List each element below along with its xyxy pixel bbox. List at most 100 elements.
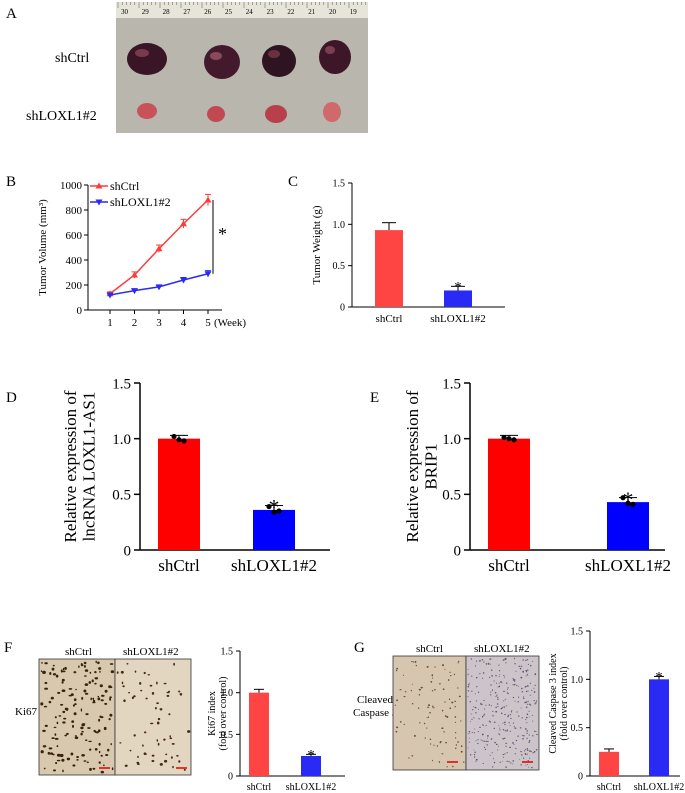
stained-nucleus — [460, 745, 463, 747]
stained-nucleus — [500, 707, 503, 710]
stained-nucleus — [104, 702, 108, 705]
stained-nucleus — [498, 675, 500, 677]
stained-nucleus — [505, 745, 507, 747]
stained-nucleus — [403, 724, 406, 726]
stained-nucleus — [513, 679, 516, 681]
stained-nucleus — [481, 734, 484, 736]
stained-nucleus — [92, 767, 96, 770]
stained-nucleus — [60, 703, 64, 706]
stained-nucleus — [502, 756, 505, 758]
stained-nucleus — [473, 717, 475, 719]
ki67-index-bar-chart: 0 0.5 1.0 1.5 shCtrl shLOXL1#2 Ki67 index (fold… — [207, 647, 345, 793]
category-label: shLOXL1#2 — [585, 556, 671, 575]
stained-nucleus — [442, 688, 445, 690]
stained-nucleus — [505, 742, 507, 745]
stained-nucleus — [163, 682, 167, 685]
category-label: shCtrl — [376, 313, 403, 325]
stained-nucleus — [40, 702, 44, 706]
stained-nucleus — [475, 758, 478, 761]
stained-nucleus — [504, 723, 506, 726]
stained-nucleus — [55, 761, 58, 765]
stained-nucleus — [151, 692, 155, 695]
stained-nucleus — [470, 658, 472, 660]
panel-g-letter: G — [354, 640, 365, 656]
tumors-shctrl — [127, 40, 351, 79]
stained-nucleus — [92, 699, 96, 703]
stained-nucleus — [514, 753, 517, 755]
stained-nucleus — [87, 727, 91, 729]
y-tick-label: 0 — [77, 305, 83, 317]
panel-c-letter: C — [288, 174, 298, 190]
stained-nucleus — [173, 662, 176, 666]
category-label: shLOXL1#2 — [634, 782, 685, 793]
stained-nucleus — [61, 758, 65, 762]
stained-nucleus — [418, 693, 420, 696]
stained-nucleus — [43, 767, 46, 770]
stained-nucleus — [103, 726, 107, 731]
stained-nucleus — [496, 682, 497, 684]
stained-nucleus — [491, 689, 493, 691]
stained-nucleus — [76, 759, 79, 761]
stained-nucleus — [89, 748, 92, 751]
stained-nucleus — [52, 673, 57, 676]
stained-nucleus — [529, 682, 531, 684]
ihc-label-shctrl-g: shCtrl — [416, 643, 443, 655]
stained-nucleus — [49, 672, 52, 675]
bar-1 — [607, 502, 649, 550]
cleaved-caspase3-index-bar-chart: 0 0.5 1.0 1.5 shCtrl shLOXL1#2 Cleaved Caspase… — [548, 627, 684, 793]
ruler-number: 28 — [163, 8, 171, 16]
stained-nucleus — [485, 704, 487, 706]
stained-nucleus — [72, 724, 74, 728]
ruler-number: 27 — [183, 8, 191, 16]
y-tick-label: 0.5 — [442, 488, 461, 504]
stained-nucleus — [95, 660, 97, 664]
stained-nucleus — [454, 732, 457, 734]
x-tick-label: 1 — [107, 317, 113, 329]
stained-nucleus — [484, 708, 485, 710]
brip1-bar-chart: 0 0.5 1.0 1.5 shCtrl shLOXL1#2 Relative expres… — [403, 376, 671, 575]
ki67-stain-dots-shloxl1 — [116, 662, 191, 771]
stained-nucleus — [478, 691, 480, 693]
stained-nucleus — [534, 673, 536, 674]
stained-nucleus — [395, 730, 398, 733]
stained-nucleus — [529, 716, 531, 718]
stained-nucleus — [94, 671, 97, 674]
ruler-number: 24 — [246, 8, 254, 16]
stained-nucleus — [468, 731, 471, 733]
stained-nucleus — [433, 744, 435, 746]
stained-nucleus — [474, 728, 476, 730]
stained-nucleus — [490, 738, 493, 740]
stained-nucleus — [481, 659, 484, 661]
stained-nucleus — [83, 760, 87, 762]
stained-nucleus — [449, 707, 452, 710]
stained-nucleus — [157, 717, 161, 721]
stained-nucleus — [498, 664, 500, 666]
category-label: shCtrl — [597, 782, 622, 793]
stained-nucleus — [527, 675, 529, 676]
stained-nucleus — [527, 663, 530, 665]
stained-nucleus — [493, 721, 496, 723]
stained-nucleus — [527, 690, 529, 692]
panel-b: B 0 200 400 600 800 1000 1 2 3 4 5 (Week) Tumor Volu… — [6, 174, 246, 329]
panel-c: C 0 0.5 1.0 1.5 shCtrl shLOXL1#2 Tumor Weight … — [288, 174, 505, 325]
stained-nucleus — [474, 756, 476, 758]
stained-nucleus — [469, 701, 472, 703]
stained-nucleus — [533, 691, 536, 693]
stained-nucleus — [495, 675, 497, 677]
stained-nucleus — [512, 763, 514, 765]
data-point-marker — [180, 277, 187, 284]
stained-nucleus — [109, 696, 112, 699]
stained-nucleus — [436, 745, 439, 747]
tumor-shctrl-1-highlight — [135, 49, 149, 57]
stained-nucleus — [499, 674, 501, 675]
replicate-point — [266, 503, 272, 510]
stained-nucleus — [496, 749, 499, 751]
stained-nucleus — [491, 675, 493, 677]
stained-nucleus — [61, 681, 64, 684]
stained-nucleus — [495, 743, 498, 746]
stained-nucleus — [505, 662, 507, 664]
bar-1 — [649, 679, 669, 776]
y-tick-label: 1.0 — [221, 688, 234, 699]
stained-nucleus — [504, 730, 506, 732]
